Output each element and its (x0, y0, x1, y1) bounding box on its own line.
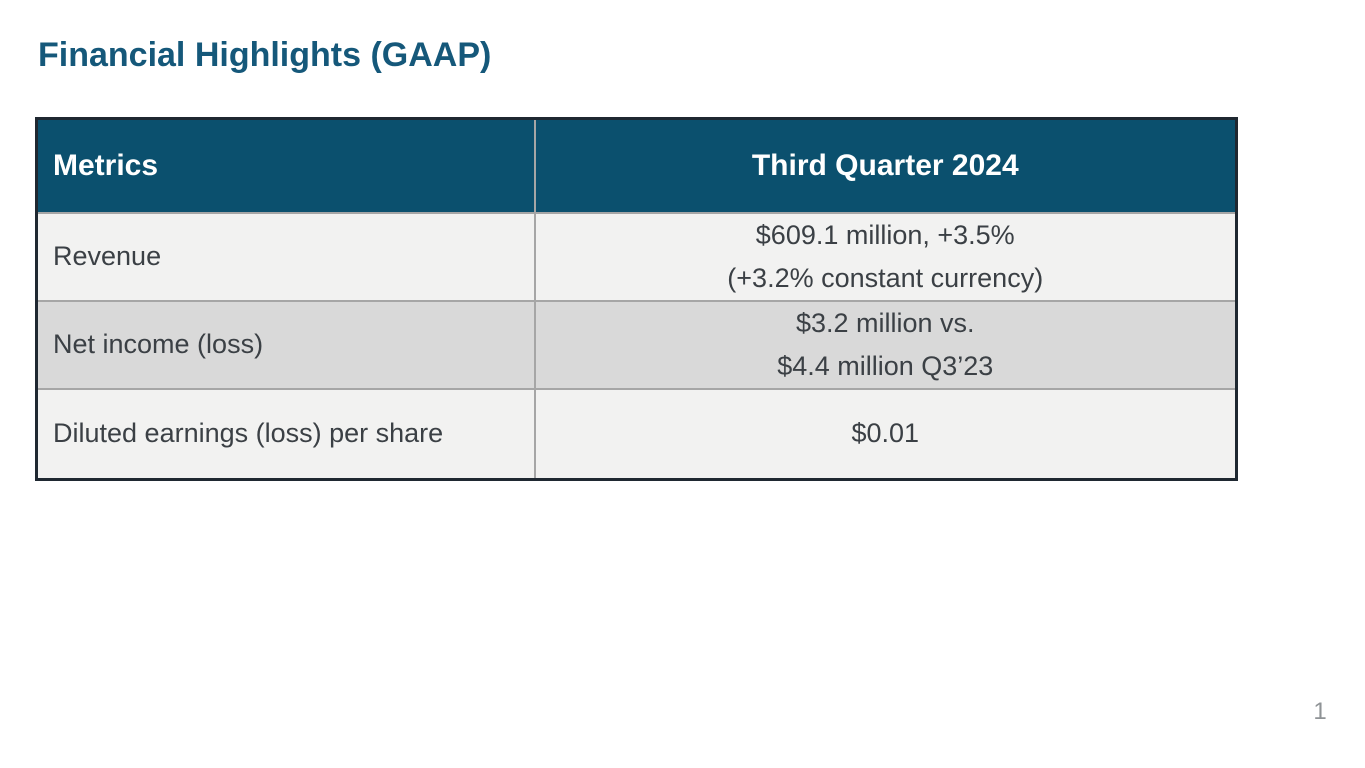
metric-label-diluted-eps: Diluted earnings (loss) per share (35, 387, 536, 481)
table-row-diluted-eps: Diluted earnings (loss) per share $0.01 (35, 387, 1238, 481)
value-line: $4.4 million Q3’23 (777, 350, 994, 381)
page-number: 1 (1313, 698, 1327, 725)
value-line: $3.2 million vs. (795, 307, 975, 338)
metric-value-net-income: $3.2 million vs. $4.4 million Q3’23 (533, 299, 1238, 390)
table-row-net-income: Net income (loss) $3.2 million vs. $4.4 … (35, 299, 1238, 390)
financial-highlights-table: Metrics Third Quarter 2024 Revenue $609.… (35, 117, 1238, 481)
metric-label-revenue: Revenue (35, 211, 536, 302)
slide-title: Financial Highlights (GAAP) (38, 36, 492, 74)
metric-value-diluted-eps: $0.01 (533, 387, 1238, 481)
metric-value-revenue: $609.1 million, +3.5% (+3.2% constant cu… (533, 211, 1238, 302)
column-header-metrics: Metrics (35, 117, 536, 214)
table-header-row: Metrics Third Quarter 2024 (35, 117, 1238, 214)
value-line: $609.1 million, +3.5% (755, 219, 1015, 250)
table-row-revenue: Revenue $609.1 million, +3.5% (+3.2% con… (35, 211, 1238, 302)
metric-label-net-income: Net income (loss) (35, 299, 536, 390)
column-header-third-quarter-2024: Third Quarter 2024 (533, 117, 1238, 214)
value-line: (+3.2% constant currency) (727, 262, 1044, 293)
value-line: $0.01 (851, 418, 920, 449)
